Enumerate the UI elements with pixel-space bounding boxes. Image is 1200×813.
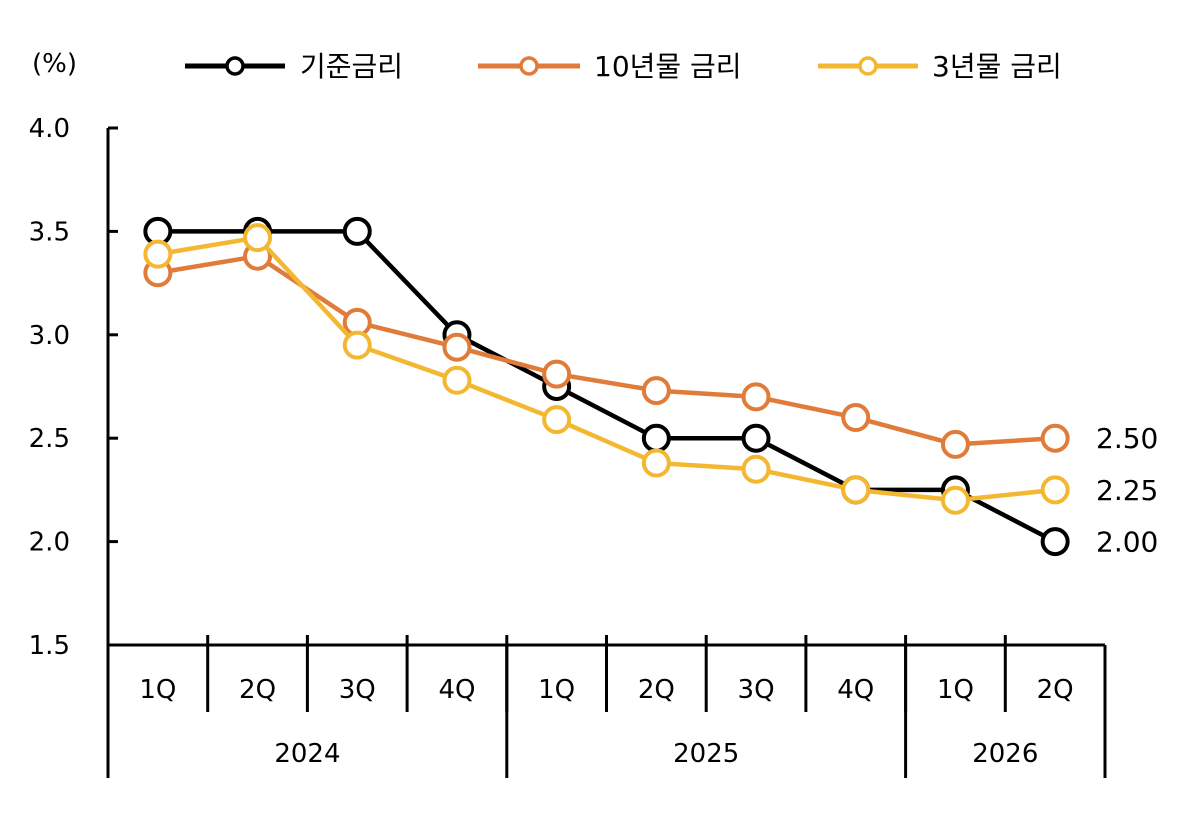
x-category-label: 4Q	[438, 675, 475, 705]
data-point	[442, 365, 472, 395]
legend: 기준금리 10년물 금리 3년물 금리	[185, 50, 1062, 83]
legend-label: 기준금리	[300, 50, 403, 83]
y-tick-label: 2.0	[29, 528, 70, 558]
y-tick-label: 3.5	[29, 217, 70, 247]
data-point	[641, 376, 671, 406]
end-value-label: 2.50	[1096, 422, 1158, 455]
data-point	[940, 485, 970, 515]
legend-item: 10년물 금리	[478, 50, 742, 83]
data-point	[641, 423, 671, 453]
legend-label: 3년물 금리	[932, 50, 1062, 83]
data-point	[1040, 423, 1070, 453]
data-point	[940, 429, 970, 459]
unit-label: (%)	[32, 49, 77, 79]
data-point	[741, 423, 771, 453]
x-year-label: 2024	[274, 739, 340, 769]
data-point	[741, 454, 771, 484]
y-tick-label: 4.0	[29, 114, 70, 144]
y-tick-label: 3.0	[29, 321, 70, 351]
x-category-label: 1Q	[538, 675, 575, 705]
series-line	[157, 235, 1056, 503]
x-category-label: 3Q	[339, 675, 376, 705]
legend-swatch-marker	[225, 56, 245, 76]
data-point	[342, 330, 372, 360]
data-point	[841, 403, 871, 433]
legend-label: 10년물 금리	[594, 50, 742, 83]
data-point	[542, 359, 572, 389]
x-category-label: 2Q	[239, 675, 276, 705]
data-point	[1040, 527, 1070, 557]
data-point	[442, 332, 472, 362]
legend-swatch-marker	[858, 56, 878, 76]
legend-item: 3년물 금리	[818, 50, 1062, 83]
axes: 4.0 3.5 3.0 2.5 2.0 1.5 1Q 2Q 3Q 4Q 1Q 2Q 3Q 4Q 1Q 2Q 20…	[29, 114, 1107, 778]
x-category-label: 1Q	[139, 675, 176, 705]
series-line	[157, 253, 1056, 447]
x-year-label: 2026	[972, 739, 1038, 769]
legend-swatch-marker	[519, 56, 539, 76]
x-category-label: 2Q	[638, 675, 675, 705]
series-line	[157, 229, 1057, 544]
data-point	[1040, 475, 1070, 505]
data-point	[342, 216, 372, 246]
y-tick-label: 2.5	[29, 424, 70, 454]
data-point	[143, 239, 173, 269]
x-category-label: 2Q	[1037, 675, 1074, 705]
end-value-label: 2.00	[1096, 526, 1158, 559]
data-point	[641, 448, 671, 478]
y-tick-label: 1.5	[29, 631, 70, 661]
data-point	[243, 223, 273, 253]
data-point	[542, 405, 572, 435]
end-value-label: 2.25	[1096, 474, 1158, 507]
x-category-label: 1Q	[937, 675, 974, 705]
series-2: 2.25	[143, 223, 1158, 515]
x-category-label: 4Q	[837, 675, 874, 705]
series-layer: 2.00 2.50 2.25	[143, 216, 1158, 559]
data-point	[741, 382, 771, 412]
data-point	[841, 475, 871, 505]
x-category-label: 3Q	[738, 675, 775, 705]
legend-item: 기준금리	[185, 50, 403, 83]
x-year-label: 2025	[673, 739, 739, 769]
